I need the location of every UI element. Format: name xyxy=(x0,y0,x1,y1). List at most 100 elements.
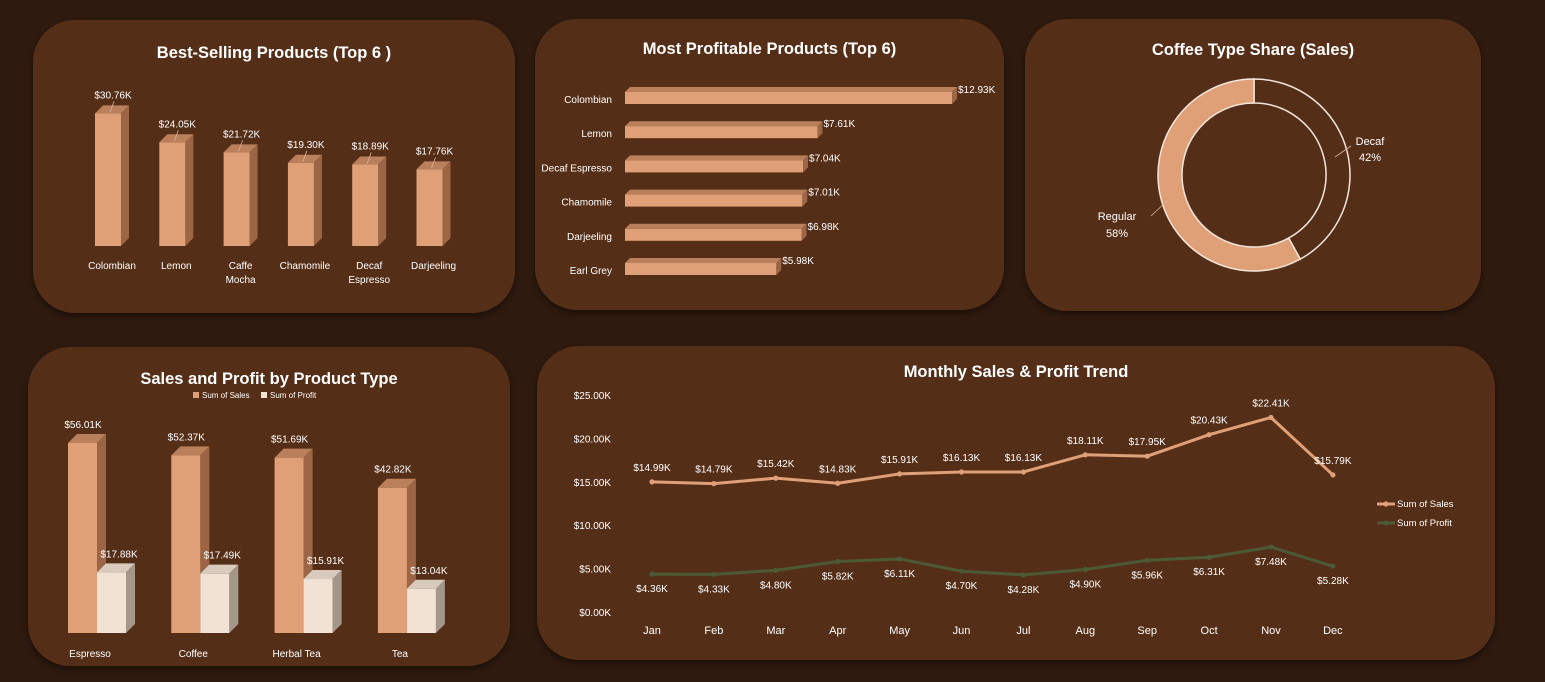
best-category-label: Colombian xyxy=(88,261,136,272)
trend-legend-marker-0 xyxy=(1383,501,1389,507)
profit-bar-side-1 xyxy=(817,121,823,139)
trend-point-profit xyxy=(649,571,655,577)
trend-month-label: Jun xyxy=(953,625,971,637)
trend-data-label-sales: $14.83K xyxy=(819,464,857,475)
trend-data-label-sales: $22.41K xyxy=(1252,398,1290,409)
trend-data-label-sales: $14.99K xyxy=(633,463,671,474)
type-profit-data-label-2: $15.91K xyxy=(307,556,345,567)
profit-bar-top-1 xyxy=(625,121,823,127)
best-leader-2 xyxy=(238,140,243,152)
trend-data-label-sales: $15.91K xyxy=(881,455,919,466)
trend-data-label-profit: $4.70K xyxy=(946,581,978,592)
profit-data-label-2: $7.04K xyxy=(809,153,841,164)
trend-month-label: Sep xyxy=(1137,625,1157,637)
trend-data-label-profit: $4.33K xyxy=(698,584,730,595)
best-leader-0 xyxy=(109,101,115,113)
profit-bar-3 xyxy=(625,189,808,207)
trend-data-label-profit: $5.96K xyxy=(1131,570,1163,581)
profit-bar-front-0 xyxy=(625,92,952,104)
trend-month-label: Apr xyxy=(829,625,846,637)
profit-bar-front-2 xyxy=(625,160,804,173)
type-category-label: Tea xyxy=(392,649,409,660)
profit-bar-side-3 xyxy=(802,189,808,207)
sales-profit-type-panel: Sales and Profit by Product Type Sum of … xyxy=(28,347,510,666)
profit-bar-top-0 xyxy=(625,87,957,92)
best-data-label-5: $17.76K xyxy=(416,146,454,157)
trend-point-sales xyxy=(711,481,717,487)
best-leader-3 xyxy=(302,150,308,162)
donut-leader-regular xyxy=(1150,199,1169,217)
trend-ytick-label: $5.00K xyxy=(579,565,611,576)
trend-data-label-profit: $6.31K xyxy=(1193,567,1225,578)
profit-bar-top-5 xyxy=(625,258,782,263)
trend-data-label-profit: $4.90K xyxy=(1069,579,1101,590)
trend-point-profit xyxy=(897,556,903,562)
donut-label-regular-name: Regular xyxy=(1098,211,1137,223)
trend-data-label-sales: $16.13K xyxy=(943,453,981,464)
type-profit-bar-2-front xyxy=(303,579,333,633)
best-bar-1 xyxy=(159,134,194,246)
type-sales-bar-3-front xyxy=(377,487,407,633)
best-selling-chart: $30.76K Colombian $24.05K Lemon $21.72K Caffe… xyxy=(88,90,456,286)
type-sales-bar-2-front xyxy=(274,457,304,633)
trend-data-label-profit: $7.48K xyxy=(1255,557,1287,568)
trend-point-profit xyxy=(1330,563,1336,569)
trend-data-label-sales: $16.13K xyxy=(1005,453,1043,464)
best-category-label: Espresso xyxy=(348,275,390,286)
profit-bar-side-2 xyxy=(803,155,809,173)
type-sales-bar-1-front xyxy=(171,455,201,633)
type-sales-bar-0-front xyxy=(68,443,97,633)
profit-category-label: Decaf Espresso xyxy=(541,163,612,174)
trend-point-sales xyxy=(1330,472,1336,478)
profit-category-label: Colombian xyxy=(564,95,612,106)
trend-data-label-sales: $18.11K xyxy=(1067,436,1104,447)
best-selling-panel: Best-Selling Products (Top 6 ) $30.76K Co… xyxy=(33,20,515,313)
type-profit-bar-3 xyxy=(406,579,445,633)
best-bar-3 xyxy=(287,154,322,246)
trend-line-sales xyxy=(651,415,1334,486)
trend-data-label-profit: $4.36K xyxy=(636,584,668,595)
trend-data-label-sales: $15.79K xyxy=(1314,456,1352,467)
profit-bar-top-3 xyxy=(625,189,808,195)
best-data-label-2: $21.72K xyxy=(223,129,261,140)
legend-swatch-profit xyxy=(261,392,267,398)
best-category-label: Decaf xyxy=(356,261,382,272)
best-category-label: Darjeeling xyxy=(411,261,456,272)
best-category-label: Caffe xyxy=(229,261,253,272)
profit-bar-side-0 xyxy=(952,87,957,104)
type-profit-bar-0-side xyxy=(126,563,135,633)
profit-bar-side-5 xyxy=(776,258,782,275)
profit-bar-5 xyxy=(625,258,782,275)
type-sales-bar-3-top xyxy=(377,478,416,488)
trend-data-label-profit: $4.28K xyxy=(1008,585,1040,596)
coffee-share-panel: Coffee Type Share (Sales) Decaf 42% Regula… xyxy=(1025,19,1481,311)
trend-point-profit xyxy=(1206,554,1212,560)
best-category-label: Mocha xyxy=(226,275,256,286)
best-bar-5-front xyxy=(416,169,443,246)
trend-line-profit xyxy=(651,545,1334,577)
type-sales-data-label-1: $52.37K xyxy=(168,432,206,443)
trend-point-profit xyxy=(835,558,841,565)
trend-ytick-label: $10.00K xyxy=(574,521,612,532)
profit-bar-top-2 xyxy=(625,155,809,161)
best-bar-0 xyxy=(95,105,129,246)
type-profit-bar-1-front xyxy=(200,573,230,633)
trend-point-profit xyxy=(1144,557,1150,563)
best-bar-5-top xyxy=(416,161,451,170)
trend-month-label: May xyxy=(889,625,910,637)
best-data-label-3: $19.30K xyxy=(287,140,325,151)
trend-month-label: Dec xyxy=(1323,625,1343,637)
profit-bar-front-1 xyxy=(625,126,818,139)
trend-month-label: Jan xyxy=(643,625,661,637)
donut-label-decaf-name: Decaf xyxy=(1356,136,1386,148)
type-profit-data-label-1: $17.49K xyxy=(204,551,242,562)
best-bar-4-side xyxy=(378,156,387,246)
trend-point-sales xyxy=(958,469,965,475)
sales-profit-type-title: Sales and Profit by Product Type xyxy=(140,370,398,388)
coffee-share-title: Coffee Type Share (Sales) xyxy=(1151,41,1355,59)
type-profit-bar-2-side xyxy=(332,570,342,633)
best-bar-5 xyxy=(416,161,451,246)
best-bar-4-front xyxy=(352,164,379,246)
sales-profit-type-chart: Sum of Sales Sum of Profit $56.01K $17.88K E… xyxy=(64,391,447,660)
trend-point-sales xyxy=(897,471,903,477)
